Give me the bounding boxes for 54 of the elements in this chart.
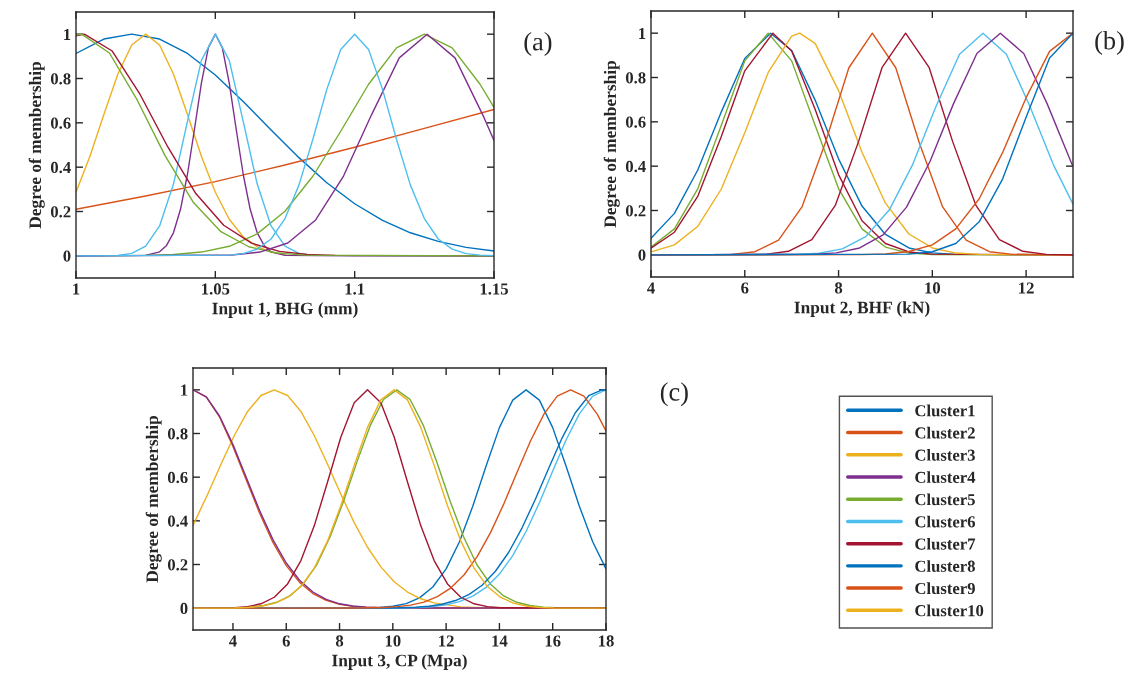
x-tick-label: 12 xyxy=(439,635,454,647)
y-tick-label: 0.6 xyxy=(167,471,188,484)
y-tick-label: 1 xyxy=(64,28,71,40)
legend-label: Cluster3 xyxy=(915,449,975,461)
y-tick-label: 0.4 xyxy=(50,161,71,174)
y-tick-label: 0.4 xyxy=(625,160,646,173)
x-tick-label: 14 xyxy=(492,635,508,647)
y-axis-title: Degree of membership xyxy=(145,415,162,583)
text: (a) xyxy=(524,31,552,56)
x-tick-label: 4 xyxy=(647,282,655,294)
y-tick-label: 0.4 xyxy=(167,515,188,527)
x-tick-label: 8 xyxy=(834,282,843,294)
legend-label: Cluster5 xyxy=(915,493,975,506)
legend-label: Cluster4 xyxy=(915,471,976,484)
y-tick-label: 0.2 xyxy=(625,205,646,217)
y-tick-label: 0 xyxy=(638,249,646,261)
x-tick-label: 12 xyxy=(1019,282,1034,294)
y-axis-title: Degree of membership xyxy=(28,61,45,229)
legend-label: Cluster10 xyxy=(915,604,984,617)
x-tick-label: 6 xyxy=(282,635,290,647)
x-axis-title: Input 1, BHG (mm) xyxy=(212,302,358,318)
x-tick-label: 18 xyxy=(599,635,614,647)
x-tick-label: 1.15 xyxy=(480,283,508,295)
x-tick-label: 1.05 xyxy=(202,283,230,295)
y-tick-label: 1 xyxy=(639,27,646,39)
x-tick-label: 10 xyxy=(385,635,401,647)
y-tick-label: 0 xyxy=(180,602,188,615)
x-tick-label: 8 xyxy=(335,635,344,647)
x-tick-label: 1.1 xyxy=(345,283,365,295)
y-tick-label: 0 xyxy=(63,250,71,262)
x-tick-label: 6 xyxy=(741,282,749,294)
y-tick-label: 1 xyxy=(181,384,188,396)
text: (b) xyxy=(1095,30,1124,55)
text: (c) xyxy=(660,382,688,407)
y-tick-label: 0.6 xyxy=(50,117,71,129)
legend-label: Cluster6 xyxy=(915,515,976,528)
x-axis-title: Input 2, BHF (kN) xyxy=(794,301,930,317)
legend-label: Cluster9 xyxy=(915,582,975,595)
y-tick-label: 0.8 xyxy=(50,73,71,85)
y-tick-label: 0.2 xyxy=(50,206,71,218)
legend-label: Cluster7 xyxy=(915,537,976,550)
y-axis-title: Degree of membership xyxy=(603,60,620,228)
y-tick-label: 0.6 xyxy=(625,116,646,128)
legend-label: Cluster1 xyxy=(915,404,975,417)
x-tick-label: 10 xyxy=(925,282,941,294)
x-tick-label: 4 xyxy=(229,635,237,647)
x-tick-label: 1 xyxy=(73,283,80,295)
x-tick-label: 16 xyxy=(545,635,561,647)
y-tick-label: 0.8 xyxy=(625,72,646,84)
y-tick-label: 0.2 xyxy=(167,559,188,571)
legend-label: Cluster8 xyxy=(915,560,975,572)
x-axis-title: Input 3, CP (Mpa) xyxy=(332,654,467,670)
y-tick-label: 0.8 xyxy=(167,428,188,440)
legend-label: Cluster2 xyxy=(915,426,975,439)
